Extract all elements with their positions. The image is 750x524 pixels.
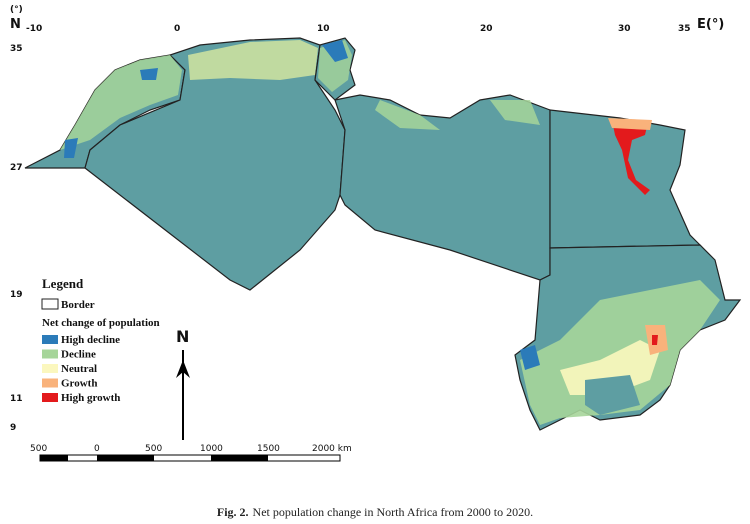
lon-tick: 0 [174, 24, 180, 34]
scale-bar: 500 0 500 1000 1500 2000 km [30, 444, 352, 462]
scale-seg [40, 455, 68, 461]
legend-swatch [42, 393, 58, 402]
patch [188, 40, 318, 80]
caption-label: Fig. 2. [216, 505, 249, 519]
lon-tick: 10 [317, 24, 330, 34]
lon-tick: 30 [618, 24, 631, 34]
lat-tick: 11 [10, 394, 23, 404]
patch [608, 118, 652, 130]
patch [322, 40, 348, 62]
patch [585, 375, 640, 415]
patch [520, 345, 540, 370]
legend-item: High growth [61, 392, 120, 404]
legend-swatch [42, 378, 58, 388]
legend-item: Growth [61, 378, 97, 390]
patches [60, 40, 720, 425]
scale-label: 2000 km [312, 444, 352, 454]
legend-swatch [42, 335, 58, 344]
patch [64, 138, 78, 158]
patch [652, 335, 658, 345]
lat-tick: 9 [10, 423, 16, 433]
border-swatch [41, 298, 59, 310]
legend-title: Legend [42, 276, 84, 291]
patch [490, 100, 540, 125]
scale-seg [97, 455, 154, 461]
patch [612, 120, 650, 195]
lat-tick: 19 [10, 290, 23, 300]
legend-item: Decline [61, 349, 96, 361]
lat-unit: (°) [10, 5, 23, 15]
scale-seg [211, 455, 268, 461]
lon-tick: 20 [480, 24, 493, 34]
caption: Fig. 2. Net population change in North Af… [0, 505, 750, 520]
map: (°) N 35 27 19 11 9 -10 0 10 20 30 35 E(… [10, 5, 742, 462]
legend-item: High decline [61, 334, 120, 346]
legend: Legend Border Net change of population H… [41, 276, 160, 404]
lat-tick: 27 [10, 163, 23, 173]
scale-label: 500 [30, 444, 47, 454]
legend-item: Neutral [61, 363, 97, 375]
legend-swatch [42, 364, 58, 373]
legend-border: Border [61, 299, 95, 311]
north-arrow-head [176, 360, 190, 378]
lat-letter: N [10, 17, 21, 32]
patch [375, 100, 440, 130]
legend-swatch [42, 349, 58, 359]
libya [334, 94, 551, 281]
scale-label: 0 [94, 444, 100, 454]
patch [140, 68, 158, 80]
lat-tick: 35 [10, 44, 23, 54]
legend-subtitle: Net change of population [42, 317, 160, 329]
lon-tick: 35 [678, 24, 691, 34]
scale-label: 1000 [200, 444, 223, 454]
scale-label: 500 [145, 444, 162, 454]
caption-text: Net population change in North Africa fr… [252, 505, 534, 519]
scale-frame [39, 454, 341, 462]
north-letter: N [176, 327, 189, 346]
scale-label: 1500 [257, 444, 280, 454]
lon-unit: E(°) [697, 17, 724, 32]
lon-tick: -10 [26, 24, 42, 34]
